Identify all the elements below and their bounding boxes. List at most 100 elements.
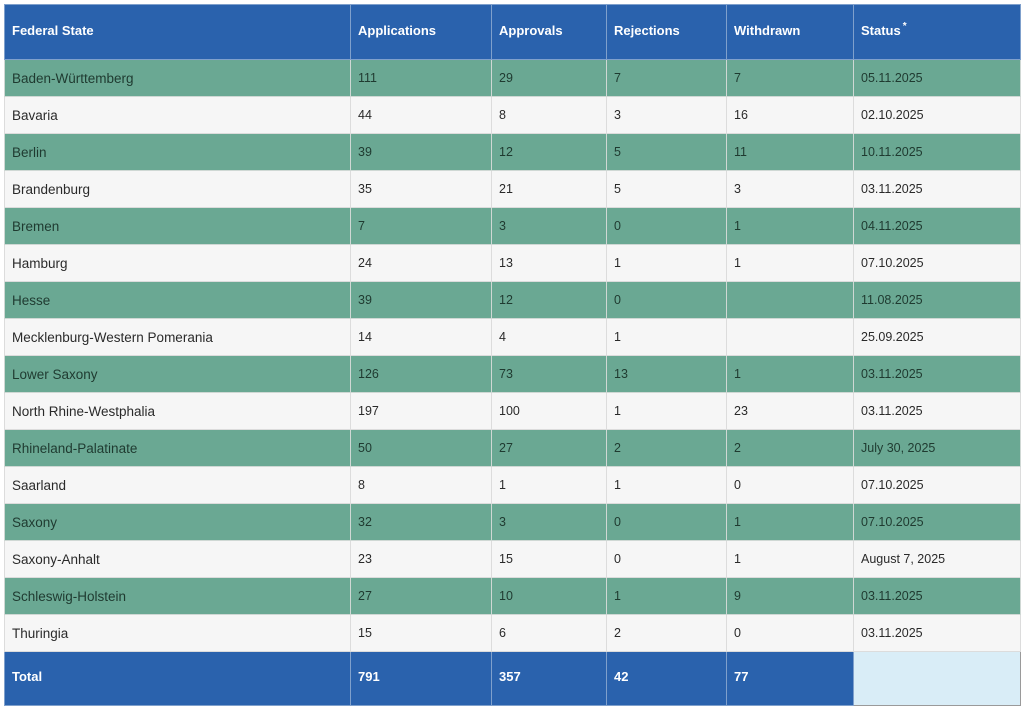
cell-federal-state: Lower Saxony — [4, 355, 351, 393]
cell-withdrawn: 11 — [726, 133, 854, 171]
cell-federal-state: Saarland — [4, 466, 351, 504]
cell-applications: 111 — [350, 59, 492, 97]
cell-withdrawn: 1 — [726, 355, 854, 393]
total-withdrawn: 77 — [726, 651, 854, 706]
cell-withdrawn: 1 — [726, 503, 854, 541]
cell-applications: 126 — [350, 355, 492, 393]
total-row: Total 791 357 42 77 — [4, 651, 1021, 706]
cell-federal-state: Hamburg — [4, 244, 351, 282]
cell-status: 03.11.2025 — [853, 170, 1021, 208]
cell-status: 25.09.2025 — [853, 318, 1021, 356]
cell-federal-state: Baden-Württemberg — [4, 59, 351, 97]
cell-applications: 8 — [350, 466, 492, 504]
table-footer: Total 791 357 42 77 — [4, 651, 1021, 706]
table-row: Saxony 32 3 0 1 07.10.2025 — [4, 503, 1021, 541]
total-label: Total — [4, 651, 351, 706]
table-row: Lower Saxony 126 73 13 1 03.11.2025 — [4, 355, 1021, 393]
table-row: Baden-Württemberg 111 29 7 7 05.11.2025 — [4, 59, 1021, 97]
cell-rejections: 5 — [606, 170, 727, 208]
cell-status: 03.11.2025 — [853, 392, 1021, 430]
cell-applications: 44 — [350, 96, 492, 134]
cell-rejections: 1 — [606, 392, 727, 430]
cell-withdrawn: 3 — [726, 170, 854, 208]
cell-approvals: 21 — [491, 170, 607, 208]
cell-withdrawn: 0 — [726, 614, 854, 652]
cell-rejections: 5 — [606, 133, 727, 171]
cell-federal-state: Schleswig-Holstein — [4, 577, 351, 615]
total-applications: 791 — [350, 651, 492, 706]
cell-approvals: 6 — [491, 614, 607, 652]
cell-withdrawn — [726, 281, 854, 319]
table-header: Federal State Applications Approvals Rej… — [4, 4, 1021, 60]
cell-rejections: 7 — [606, 59, 727, 97]
header-federal-state: Federal State — [4, 4, 351, 60]
cell-status: 05.11.2025 — [853, 59, 1021, 97]
cell-status: August 7, 2025 — [853, 540, 1021, 578]
table-row: Berlin 39 12 5 11 10.11.2025 — [4, 133, 1021, 171]
cell-rejections: 3 — [606, 96, 727, 134]
cell-applications: 7 — [350, 207, 492, 245]
cell-rejections: 1 — [606, 466, 727, 504]
table-row: Saarland 8 1 1 0 07.10.2025 — [4, 466, 1021, 504]
cell-status: 03.11.2025 — [853, 614, 1021, 652]
cell-applications: 35 — [350, 170, 492, 208]
cell-federal-state: Thuringia — [4, 614, 351, 652]
cell-rejections: 0 — [606, 281, 727, 319]
cell-status: 10.11.2025 — [853, 133, 1021, 171]
federal-state-table-container: Federal State Applications Approvals Rej… — [4, 4, 1021, 706]
cell-approvals: 3 — [491, 207, 607, 245]
cell-rejections: 2 — [606, 614, 727, 652]
cell-approvals: 13 — [491, 244, 607, 282]
total-approvals: 357 — [491, 651, 607, 706]
cell-approvals: 8 — [491, 96, 607, 134]
cell-rejections: 0 — [606, 207, 727, 245]
cell-approvals: 10 — [491, 577, 607, 615]
cell-approvals: 100 — [491, 392, 607, 430]
total-status-empty — [853, 651, 1021, 706]
cell-applications: 23 — [350, 540, 492, 578]
cell-approvals: 27 — [491, 429, 607, 467]
cell-rejections: 1 — [606, 577, 727, 615]
cell-federal-state: Bremen — [4, 207, 351, 245]
cell-federal-state: Brandenburg — [4, 170, 351, 208]
cell-applications: 24 — [350, 244, 492, 282]
cell-status: 02.10.2025 — [853, 96, 1021, 134]
cell-federal-state: Bavaria — [4, 96, 351, 134]
cell-withdrawn: 1 — [726, 540, 854, 578]
cell-approvals: 4 — [491, 318, 607, 356]
cell-applications: 14 — [350, 318, 492, 356]
cell-withdrawn: 9 — [726, 577, 854, 615]
footnote-asterisk: * — [902, 20, 907, 32]
header-row: Federal State Applications Approvals Rej… — [4, 4, 1021, 60]
cell-withdrawn: 23 — [726, 392, 854, 430]
cell-rejections: 13 — [606, 355, 727, 393]
cell-federal-state: Rhineland-Palatinate — [4, 429, 351, 467]
cell-applications: 50 — [350, 429, 492, 467]
cell-withdrawn: 2 — [726, 429, 854, 467]
header-approvals: Approvals — [491, 4, 607, 60]
table-row: Mecklenburg-Western Pomerania 14 4 1 25.… — [4, 318, 1021, 356]
cell-withdrawn: 16 — [726, 96, 854, 134]
cell-applications: 197 — [350, 392, 492, 430]
cell-approvals: 12 — [491, 281, 607, 319]
table-row: Hamburg 24 13 1 1 07.10.2025 — [4, 244, 1021, 282]
cell-approvals: 73 — [491, 355, 607, 393]
cell-applications: 32 — [350, 503, 492, 541]
cell-federal-state: Berlin — [4, 133, 351, 171]
table-row: Rhineland-Palatinate 50 27 2 2 July 30, … — [4, 429, 1021, 467]
cell-rejections: 0 — [606, 503, 727, 541]
cell-status: 07.10.2025 — [853, 503, 1021, 541]
cell-applications: 39 — [350, 133, 492, 171]
cell-federal-state: Saxony-Anhalt — [4, 540, 351, 578]
table-row: North Rhine-Westphalia 197 100 1 23 03.1… — [4, 392, 1021, 430]
cell-approvals: 1 — [491, 466, 607, 504]
cell-rejections: 0 — [606, 540, 727, 578]
table-row: Brandenburg 35 21 5 3 03.11.2025 — [4, 170, 1021, 208]
cell-withdrawn: 7 — [726, 59, 854, 97]
table-row: Schleswig-Holstein 27 10 1 9 03.11.2025 — [4, 577, 1021, 615]
table-row: Bremen 7 3 0 1 04.11.2025 — [4, 207, 1021, 245]
cell-approvals: 29 — [491, 59, 607, 97]
cell-rejections: 1 — [606, 318, 727, 356]
header-applications: Applications — [350, 4, 492, 60]
header-status-label: Status — [861, 22, 901, 38]
